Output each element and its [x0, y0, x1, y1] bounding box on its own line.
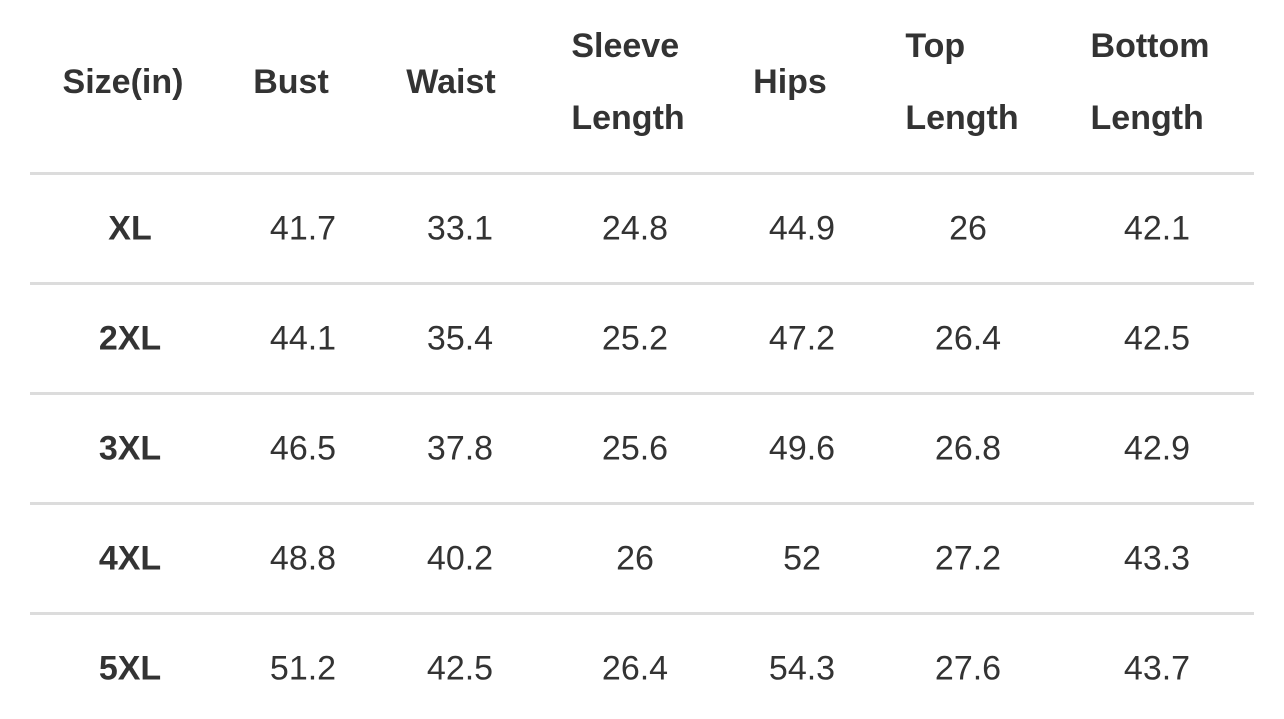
measurement: 24.8	[601, 209, 669, 248]
measurement: 51.2	[269, 649, 337, 688]
size-label: 4XL	[98, 539, 162, 578]
column-header: Top Length	[905, 27, 1019, 137]
measurement: 35.4	[426, 319, 494, 358]
measurement: 26.4	[934, 319, 1002, 358]
measurement: 42.9	[1123, 429, 1191, 468]
measurement: 49.6	[768, 429, 836, 468]
measurement: 47.2	[768, 319, 836, 358]
measurement: 25.6	[601, 429, 669, 468]
measurement: 46.5	[269, 429, 337, 468]
size-label: 3XL	[98, 429, 162, 468]
size-label: 2XL	[98, 319, 162, 358]
measurement: 41.7	[269, 209, 337, 248]
measurement: 40.2	[426, 539, 494, 578]
measurement: 43.7	[1123, 649, 1191, 688]
column-header: Sleeve Length	[571, 27, 685, 137]
measurement: 42.5	[426, 649, 494, 688]
measurement: 37.8	[426, 429, 494, 468]
measurement: 42.1	[1123, 209, 1191, 248]
measurement: 27.2	[934, 539, 1002, 578]
measurement: 44.9	[768, 209, 836, 248]
row-divider	[30, 172, 1254, 175]
size-label: 5XL	[98, 649, 162, 688]
row-divider	[30, 502, 1254, 505]
column-header: Hips	[753, 63, 827, 101]
measurement: 25.2	[601, 319, 669, 358]
measurement: 26	[949, 209, 987, 248]
measurement: 27.6	[934, 649, 1002, 688]
measurement: 43.3	[1123, 539, 1191, 578]
column-header: Waist	[406, 63, 496, 101]
row-divider	[30, 612, 1254, 615]
measurement: 42.5	[1123, 319, 1191, 358]
column-header: Bust	[253, 63, 329, 101]
measurement: 33.1	[426, 209, 494, 248]
measurement: 44.1	[269, 319, 337, 358]
measurement: 26.4	[601, 649, 669, 688]
measurement: 26.8	[934, 429, 1002, 468]
measurement: 26	[616, 539, 654, 578]
row-divider	[30, 282, 1254, 285]
measurement: 48.8	[269, 539, 337, 578]
measurement: 54.3	[768, 649, 836, 688]
measurement: 52	[783, 539, 821, 578]
column-header: Bottom Length	[1090, 27, 1210, 137]
size-label: XL	[108, 209, 152, 248]
row-divider	[30, 392, 1254, 395]
column-header: Size(in)	[62, 63, 184, 101]
